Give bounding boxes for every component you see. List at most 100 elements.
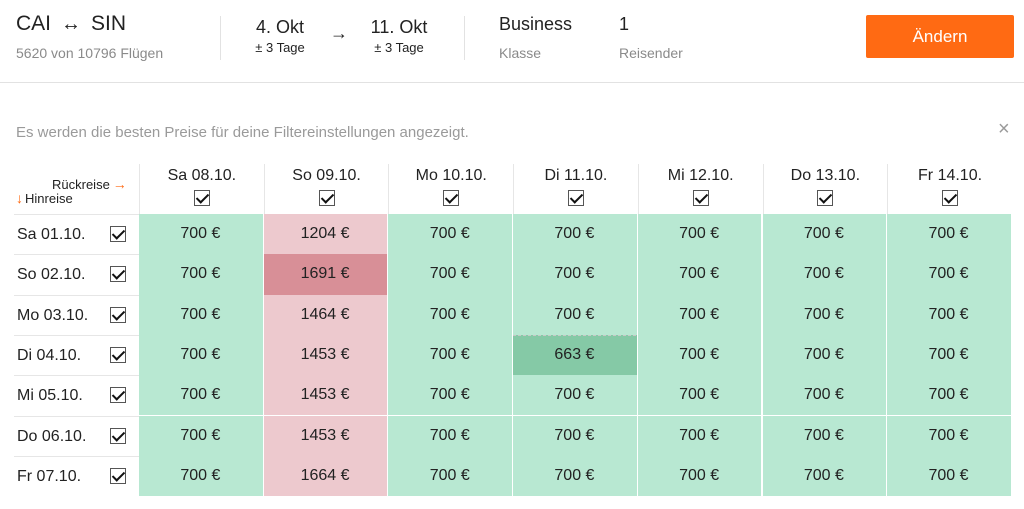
return-date: 11. Okt ± 3 Tage [366,17,432,55]
outbound-date-row-header: Fr 07.10. [14,455,139,496]
outbound-axis-label: ↓ Hinreise [16,190,73,206]
outbound-date-row-header: Mi 05.10. [14,375,139,415]
flights-count: 5620 von 10796 Flügen [16,45,164,61]
return-date-checkbox[interactable] [318,190,335,206]
return-date-column-header: Fr 14.10. [887,164,1012,214]
price-cell[interactable]: 700 € [887,254,1011,295]
price-cell[interactable]: 700 € [513,254,637,295]
price-cell[interactable]: 700 € [887,375,1011,416]
return-date-checkbox[interactable] [193,190,210,206]
close-icon[interactable]: × [998,118,1010,140]
travelers-value: 1 [619,14,630,34]
price-cell[interactable]: 700 € [887,334,1011,376]
outbound-date-checkbox[interactable] [110,266,126,283]
price-cell[interactable]: 700 € [887,455,1011,497]
price-cell[interactable]: 700 € [388,334,513,376]
arrow-right-icon: → [112,176,127,192]
search-summary-header: CAI ↔ SIN 5620 von 10796 Flügen 4. Okt ± 3… [0,0,1024,83]
price-cell[interactable]: 700 € [762,334,887,376]
price-cell[interactable]: 700 € [637,415,762,456]
route: CAI ↔ SIN [16,12,126,36]
return-label: Rückreise [52,177,110,192]
price-cell[interactable]: 700 € [139,214,263,255]
outbound-date-label: Fr 07.10. [17,467,82,485]
return-date-checkbox[interactable] [567,190,584,206]
price-cell[interactable]: 1664 € [263,455,388,497]
price-cell[interactable]: 1464 € [263,294,388,335]
price-cell[interactable]: 700 € [139,254,263,295]
price-cell[interactable]: 1453 € [263,415,388,456]
price-cell[interactable]: 700 € [887,214,1011,255]
price-cell[interactable]: 700 € [388,455,513,497]
return-date-label: Mi 12.10. [667,167,734,184]
travelers-label: Reisender [619,45,683,61]
price-cell[interactable]: 700 € [513,214,637,255]
price-cell[interactable]: 700 € [887,294,1011,335]
price-cell[interactable]: 700 € [637,214,762,255]
outbound-date-checkbox[interactable] [110,427,126,444]
price-cell[interactable]: 700 € [762,294,887,335]
round-trip-arrow-icon: ↔ [61,13,82,35]
price-cell[interactable]: 700 € [139,334,263,376]
outbound-date-row-header: Mo 03.10. [14,294,139,335]
return-date-checkbox[interactable] [692,190,709,206]
return-date-checkbox[interactable] [443,190,460,206]
price-cell[interactable]: 700 € [513,294,637,335]
outbound-date-row-header: Sa 01.10. [14,214,139,254]
price-cell[interactable]: 700 € [887,415,1011,456]
price-cell[interactable]: 700 € [762,214,887,255]
price-cell[interactable]: 700 € [762,455,887,497]
price-cell[interactable]: 700 € [637,254,762,295]
price-cell[interactable]: 1453 € [263,334,388,376]
price-cell[interactable]: 700 € [637,455,762,497]
price-cell[interactable]: 1453 € [263,375,388,416]
outbound-date-checkbox[interactable] [110,306,126,323]
destination-code: SIN [91,12,127,35]
price-cell[interactable]: 700 € [388,254,513,295]
outbound-date-row-header: So 02.10. [14,254,139,294]
return-date-checkbox[interactable] [942,190,959,206]
price-cell[interactable]: 700 € [762,415,887,456]
price-cell[interactable]: 700 € [513,455,637,497]
return-date-value: 11. Okt [370,17,428,37]
outbound-date-label: Do 06.10. [17,427,87,445]
return-date-checkbox[interactable] [817,190,834,206]
outbound-date: 4. Okt ± 3 Tage [252,17,308,55]
price-cell[interactable]: 700 € [637,375,762,416]
price-cell[interactable]: 700 € [637,294,762,335]
outbound-date-checkbox[interactable] [110,226,126,242]
price-cell[interactable]: 700 € [637,334,762,376]
outbound-date-row-header: Do 06.10. [14,415,139,456]
price-cell[interactable]: 700 € [139,294,263,335]
price-cell[interactable]: 700 € [513,375,637,416]
outbound-date-label: Mo 03.10. [17,306,89,324]
return-date-label: Di 11.10. [544,167,608,184]
outbound-date-value: 4. Okt [255,17,304,37]
price-cell[interactable]: 663 € [513,334,637,376]
price-cell[interactable]: 700 € [388,375,513,416]
cabin-class-label: Klasse [499,45,542,61]
price-cell[interactable]: 1691 € [263,254,388,295]
price-cell[interactable]: 700 € [388,415,513,456]
outbound-date-checkbox[interactable] [110,346,126,363]
price-cell[interactable]: 700 € [762,254,887,295]
price-cell[interactable]: 700 € [388,214,513,255]
price-cell[interactable]: 700 € [139,415,263,456]
price-cell[interactable]: 700 € [513,415,637,456]
outbound-date-row-header: Di 04.10. [14,334,139,375]
change-search-button[interactable]: Ändern [866,15,1014,58]
price-cell[interactable]: 700 € [139,455,263,497]
price-cell[interactable]: 700 € [139,375,263,416]
return-date-label: Fr 14.10. [918,167,983,184]
arrow-right-icon: → [330,23,348,43]
price-cell[interactable]: 1204 € [263,214,388,255]
divider [220,16,221,60]
return-date-label: Do 13.10. [790,167,861,184]
return-flex: ± 3 Tage [374,40,424,55]
outbound-date-checkbox[interactable] [110,387,126,404]
outbound-date-label: Sa 01.10. [17,226,86,243]
price-cell[interactable]: 700 € [388,294,513,335]
return-date-label: Mo 10.10. [415,167,487,184]
price-cell[interactable]: 700 € [762,375,887,416]
outbound-date-checkbox[interactable] [110,467,126,484]
